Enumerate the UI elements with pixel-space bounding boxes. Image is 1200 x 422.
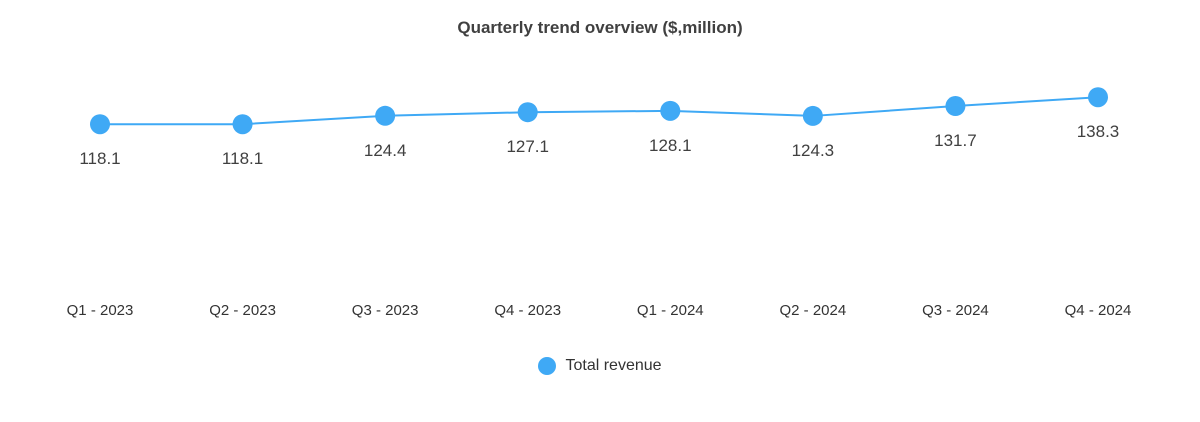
value-label: 124.3: [792, 141, 835, 160]
value-label: 128.1: [649, 136, 692, 155]
data-point[interactable]: [802, 105, 823, 126]
data-point[interactable]: [90, 114, 110, 135]
chart-legend: Total revenue: [0, 357, 1200, 375]
value-label: 124.4: [364, 141, 407, 160]
data-point[interactable]: [1088, 87, 1108, 108]
data-point[interactable]: [517, 102, 538, 123]
legend-item-total-revenue[interactable]: Total revenue: [538, 357, 662, 375]
value-label: 138.3: [1077, 122, 1120, 141]
x-axis-label: Q4 - 2024: [1065, 302, 1132, 319]
chart-title: Quarterly trend overview ($,million): [457, 17, 743, 37]
legend-marker-icon: [538, 357, 557, 375]
trend-line: [100, 96, 1099, 126]
x-axis-label: Q4 - 2023: [494, 302, 561, 319]
line-chart-canvas: 118.1 Q1 - 2023 118.1 Q2 - 2023 124.4 Q3 - 20…: [67, 87, 1132, 319]
data-point[interactable]: [375, 105, 396, 126]
value-label: 131.7: [934, 131, 977, 150]
value-label: 118.1: [222, 149, 263, 168]
value-label: 127.1: [506, 137, 549, 156]
data-point[interactable]: [232, 114, 253, 135]
x-axis-label: Q1 - 2024: [637, 302, 704, 319]
x-axis-label: Q3 - 2024: [922, 302, 989, 319]
data-point[interactable]: [660, 100, 681, 121]
x-axis-label: Q2 - 2023: [209, 302, 276, 319]
legend-label: Total revenue: [565, 357, 662, 374]
x-axis-label: Q2 - 2024: [779, 302, 846, 319]
data-point[interactable]: [945, 96, 966, 117]
x-axis-label: Q3 - 2023: [352, 302, 419, 319]
x-axis-label: Q1 - 2023: [67, 302, 134, 319]
value-label: 118.1: [79, 149, 120, 168]
